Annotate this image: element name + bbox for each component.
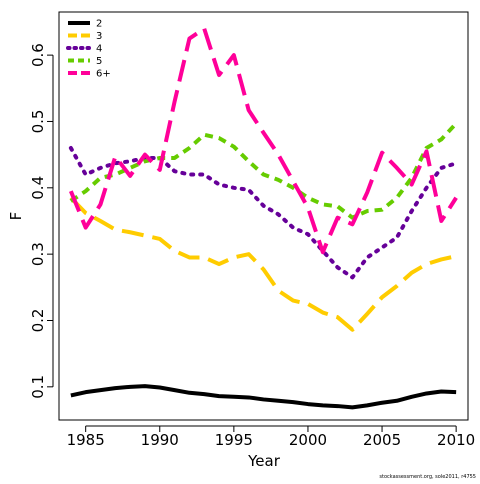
footer-note: stockassessment.org, sole2011, r4755 — [379, 474, 476, 480]
axis-layer: 1985 1990 1995 2000 2005 2010 0.1 0.2 0.3 0.4 0.5 0… — [29, 43, 475, 449]
y-axis-title: F — [7, 212, 25, 221]
x-tick-label: 1995 — [215, 431, 253, 449]
x-tick-label: 1990 — [141, 431, 179, 449]
y-tick-label: 0.4 — [29, 176, 47, 200]
legend-label-5: 6+ — [96, 69, 111, 80]
series-line-2 — [69, 196, 457, 332]
y-tick-label: 0.2 — [29, 309, 47, 333]
y-tick-label: 0.5 — [29, 110, 47, 134]
x-tick-label: 2000 — [289, 431, 327, 449]
x-tick-label: 1985 — [67, 431, 105, 449]
y-tick-label: 0.6 — [29, 43, 47, 67]
y-tick-label: 0.1 — [29, 375, 47, 399]
x-axis-title: Year — [247, 452, 281, 470]
legend: 23 45 6+ — [66, 19, 111, 80]
series-line-1 — [70, 384, 457, 410]
x-tick-label: 2010 — [437, 431, 475, 449]
x-tick-label: 2005 — [363, 431, 401, 449]
legend-label-1: 2 — [96, 19, 102, 30]
series-line-4 — [69, 122, 458, 220]
series-line-3 — [68, 146, 459, 280]
plot-area-border — [58, 11, 469, 421]
legend-label-4: 5 — [96, 56, 102, 67]
y-tick-label: 0.3 — [29, 242, 47, 266]
legend-label-2: 3 — [96, 31, 102, 42]
series-line-5 — [69, 26, 458, 255]
legend-label-3: 4 — [96, 44, 102, 55]
series-layer — [68, 26, 459, 410]
